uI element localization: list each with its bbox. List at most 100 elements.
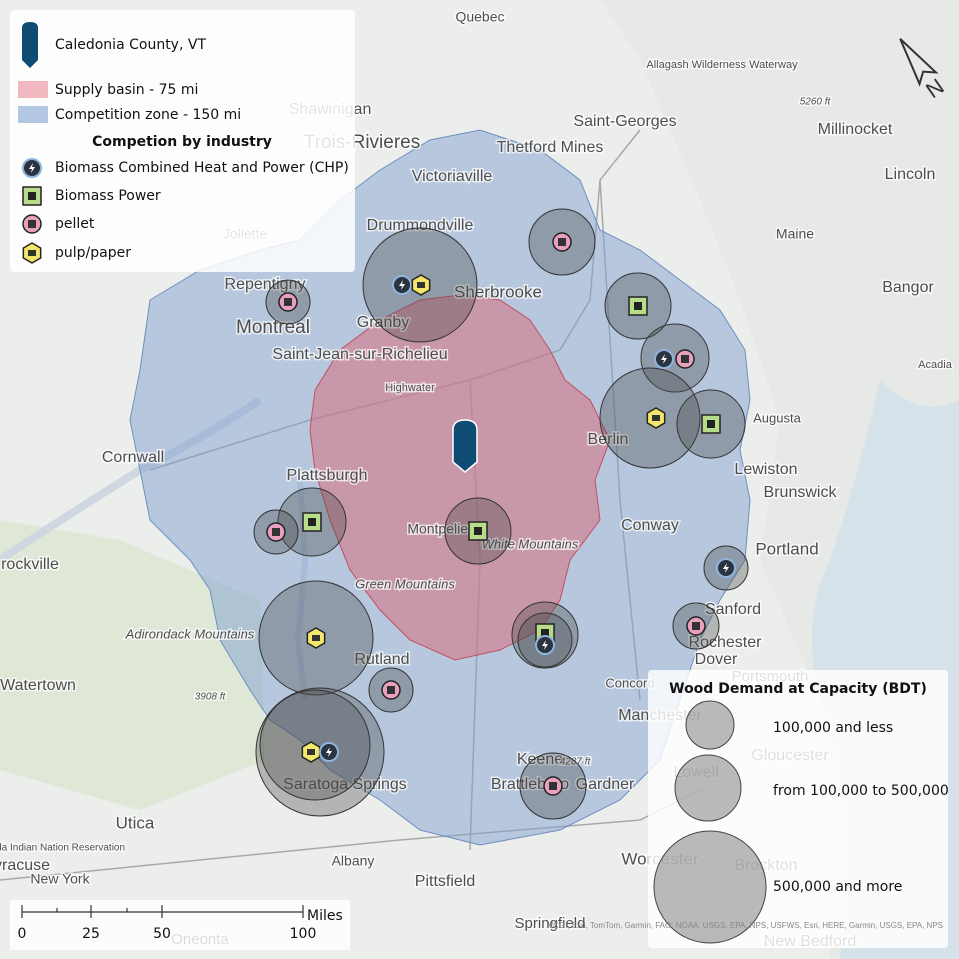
chp-glyph (29, 163, 35, 173)
legend-label: pulp/paper (55, 245, 131, 261)
place-label: Saratoga Springs (283, 776, 407, 793)
place-label: Drummondville (367, 217, 474, 234)
place-label: Victoriaville (412, 168, 493, 185)
place-label: Oneida Indian Nation Reservation (0, 843, 125, 854)
county-marker (452, 419, 478, 473)
pellet-glyph (558, 238, 566, 246)
legend-icons (22, 158, 42, 264)
pellet-glyph (681, 355, 689, 363)
legend-label: Competition zone - 150 mi (55, 107, 241, 123)
legend-box (10, 10, 355, 272)
power-glyph (474, 527, 482, 535)
size-label: from 100,000 to 500,000 (773, 783, 949, 799)
place-label: Brunswick (764, 484, 838, 501)
place-label: Conway (621, 517, 679, 534)
place-label: Watertown (0, 677, 76, 694)
place-label: Lewiston (734, 461, 797, 478)
place-label: Highwater (385, 382, 435, 394)
place-label: Millinocket (818, 121, 893, 138)
scale-box (10, 900, 350, 950)
place-label: Saint-Georges (573, 113, 676, 130)
park-area (0, 520, 265, 810)
place-label: Montreal (236, 317, 310, 338)
place-label: Maine (776, 226, 814, 242)
pellet-glyph (549, 782, 557, 790)
place-label: Adirondack Mountains (125, 626, 255, 641)
power-glyph (28, 192, 36, 200)
place-label: 3908 ft (195, 692, 227, 703)
size-label: 100,000 and less (773, 720, 893, 736)
power-glyph (308, 518, 316, 526)
place-label: Albany (332, 853, 375, 869)
size-circle (674, 754, 742, 822)
scale-label: 100 (290, 926, 317, 942)
pellet-glyph (284, 298, 292, 306)
place-label: White Mountains (482, 536, 579, 551)
place-label: Bangor (882, 279, 934, 296)
supply-basin (309, 294, 611, 661)
place-label: Utica (116, 813, 155, 832)
chp-glyph (542, 640, 548, 650)
place-label: Lincoln (885, 166, 936, 183)
place-label: Springfield (515, 915, 586, 932)
pellet-glyph (387, 686, 395, 694)
place-label: Green Mountains (355, 576, 455, 591)
power-glyph (634, 302, 642, 310)
scale-label: 50 (153, 926, 171, 942)
legend-title: Competion by industry (92, 134, 272, 150)
place-label: Portland (755, 539, 818, 558)
place-label: yracuse (0, 857, 50, 874)
place-label: Concord (605, 675, 654, 690)
legend-swatch (18, 81, 48, 98)
size-circle (685, 700, 735, 750)
demand-circle (640, 323, 710, 393)
legend-label: Caledonia County, VT (55, 37, 206, 53)
legend-label: Biomass Power (55, 188, 161, 204)
place-label: Sanford (705, 601, 761, 618)
place-label: Quebec (455, 9, 504, 25)
attribution: VCGI, Esri, TomTom, Garmin, FAO, NOAA, U… (548, 921, 943, 930)
pulp-glyph (417, 282, 425, 288)
power-glyph (707, 420, 715, 428)
place-label: Dover (695, 651, 738, 668)
size-legend-title: Wood Demand at Capacity (BDT) (669, 681, 927, 697)
place-label: Berlin (588, 431, 629, 448)
chp-glyph (326, 747, 332, 757)
legend-marker (22, 22, 38, 68)
legend-label: Biomass Combined Heat and Power (CHP) (55, 160, 349, 176)
place-label: Gardner (576, 776, 635, 793)
place-label: 5260 ft (800, 97, 832, 108)
pellet-glyph (692, 622, 700, 630)
place-label: Acadia (918, 359, 953, 371)
place-label: Plattsburgh (287, 467, 368, 484)
chp-glyph (723, 563, 729, 573)
scale-unit: Miles (307, 908, 343, 924)
pulp-glyph (307, 749, 315, 755)
power-glyph (541, 629, 549, 637)
pellet-glyph (272, 528, 280, 536)
chp-glyph (661, 354, 667, 364)
place-label: Thetford Mines (497, 139, 604, 156)
pulp-glyph (312, 635, 320, 641)
place-label: Pittsfield (415, 873, 475, 890)
scale-bar (21, 905, 304, 918)
legend-swatch (18, 106, 48, 123)
place-label: New York (30, 871, 90, 887)
place-label: Allagash Wilderness Waterway (646, 59, 798, 71)
place-label: Augusta (753, 410, 801, 425)
legend-label: pellet (55, 216, 95, 232)
place-label: Cornwall (102, 449, 164, 466)
place-label: Granby (357, 314, 409, 331)
pellet-glyph (28, 220, 36, 228)
facilities (253, 208, 749, 820)
scale-label: 25 (82, 926, 100, 942)
size-label: 500,000 and more (773, 879, 902, 895)
pulp-glyph (652, 415, 660, 421)
size-legend-box (648, 670, 948, 948)
place-label: rockville (1, 556, 59, 573)
legend-label: Supply basin - 75 mi (55, 82, 198, 98)
place-label: Rutland (354, 651, 409, 668)
chp-glyph (399, 280, 405, 290)
place-label: Montpelier (407, 521, 473, 537)
